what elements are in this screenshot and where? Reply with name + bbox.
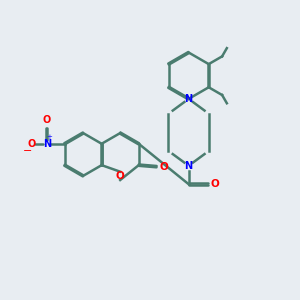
Text: N: N	[184, 161, 193, 171]
Text: O: O	[211, 179, 220, 189]
Text: O: O	[116, 171, 124, 181]
Text: O: O	[160, 162, 168, 172]
Text: N: N	[43, 139, 51, 149]
Text: +: +	[46, 134, 52, 140]
Text: O: O	[43, 115, 51, 125]
Text: −: −	[22, 146, 32, 156]
Text: O: O	[27, 139, 35, 149]
Text: N: N	[184, 94, 193, 104]
